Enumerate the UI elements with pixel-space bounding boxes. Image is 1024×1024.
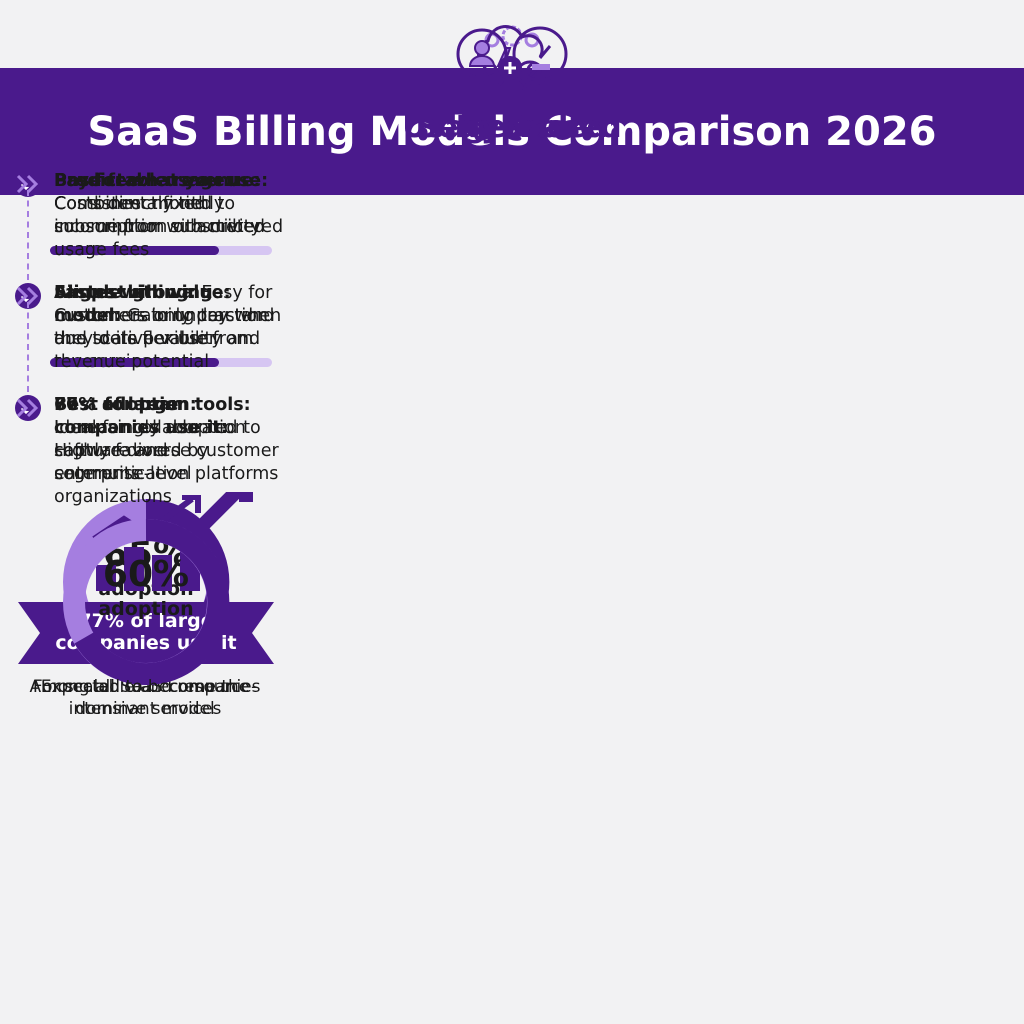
item-text: Easy for customers to understand and sca… bbox=[54, 283, 275, 349]
item: 77% of large companies use it: Highly fa… bbox=[54, 394, 286, 509]
item-text: Costs directly tied to consumption or ac… bbox=[54, 194, 261, 237]
item-heading: 77% of large companies use it: bbox=[54, 395, 229, 438]
item: 60% adoption: Increasingly adopted to ca… bbox=[54, 394, 286, 486]
item-text: Combines a fixed subscription with meter… bbox=[54, 194, 284, 260]
item-text: Increasingly adopted to capture diverse … bbox=[54, 418, 279, 484]
item-heading: Pay for what you use: bbox=[54, 171, 269, 191]
stat-ring bbox=[56, 512, 256, 696]
connector bbox=[27, 302, 29, 392]
icon bbox=[0, 18, 1024, 102]
item-heading: Aligns with value: bbox=[54, 283, 231, 303]
item-text: Ideal for collaboration software and com… bbox=[54, 418, 279, 484]
bullet bbox=[14, 170, 44, 202]
item: Predictable revenue: Consistent monthly … bbox=[54, 170, 286, 262]
item-text: Customers only pay when they derive valu… bbox=[54, 306, 282, 372]
connector bbox=[27, 190, 29, 280]
progress-bar bbox=[50, 358, 272, 367]
item-text: Highly favored by enterprise-level organ… bbox=[54, 441, 209, 507]
stat-value: 60% bbox=[102, 554, 190, 595]
card-title: Usage-Based bbox=[402, 110, 622, 145]
item-heading: Best for team tools: bbox=[54, 395, 251, 415]
stat-label: adoption bbox=[98, 598, 194, 620]
bullet bbox=[14, 394, 44, 426]
item: Simple billing: Easy for customers to un… bbox=[54, 282, 286, 351]
item: Pay for what you use: Costs directly tie… bbox=[54, 170, 286, 239]
item-text: Consistent monthly income from subscribe… bbox=[54, 194, 266, 260]
item-heading: Fastest growing model: bbox=[54, 283, 213, 326]
caption: For scalable and resource-intensive serv… bbox=[32, 677, 258, 719]
item: Base fee + usage: Combines a fixed subsc… bbox=[54, 170, 286, 262]
caption: Expected to become the dominant model bbox=[40, 677, 250, 719]
item: Best for team tools: Ideal for collabora… bbox=[54, 394, 286, 486]
bullet bbox=[14, 282, 44, 314]
item-text: Gaining traction due to its flexibility … bbox=[54, 306, 269, 372]
item-heading: Simple billing: bbox=[54, 283, 196, 303]
caption: Among all SaaS companies bbox=[29, 677, 261, 697]
card-title: Hybrid bbox=[455, 110, 569, 145]
progress-bar bbox=[50, 246, 272, 255]
card-title: Seat-Based bbox=[416, 110, 608, 145]
item: Fastest growing model: Gaining traction … bbox=[54, 282, 286, 374]
item-heading: Predictable revenue: bbox=[54, 171, 261, 191]
item-heading: 60% adoption: bbox=[54, 395, 197, 415]
item: Aligns with value: Customers only pay wh… bbox=[54, 282, 286, 374]
item-heading: Base fee + usage: bbox=[54, 171, 232, 191]
